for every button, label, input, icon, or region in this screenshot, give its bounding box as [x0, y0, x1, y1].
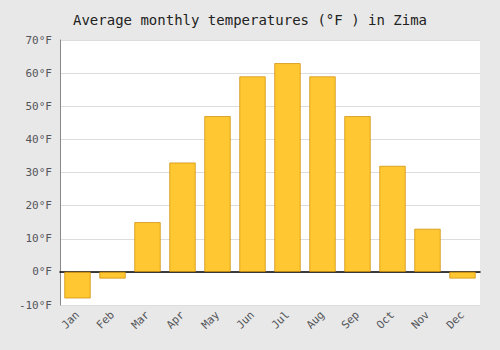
- svg-text:Mar: Mar: [129, 308, 152, 331]
- svg-text:Average monthly temperatures (: Average monthly temperatures (°F ) in Zi…: [73, 12, 427, 28]
- svg-text:Sep: Sep: [339, 308, 362, 331]
- svg-text:10°F: 10°F: [26, 232, 53, 245]
- svg-text:0°F: 0°F: [32, 265, 52, 278]
- svg-text:50°F: 50°F: [26, 100, 53, 113]
- svg-text:Dec: Dec: [444, 308, 467, 331]
- svg-text:Aug: Aug: [304, 308, 327, 331]
- svg-text:-10°F: -10°F: [19, 299, 52, 312]
- svg-text:70°F: 70°F: [26, 34, 53, 47]
- svg-text:Jun: Jun: [234, 308, 257, 331]
- svg-text:20°F: 20°F: [26, 199, 53, 212]
- svg-text:Oct: Oct: [374, 308, 397, 331]
- svg-text:Jan: Jan: [59, 308, 82, 331]
- svg-text:Apr: Apr: [164, 308, 187, 331]
- svg-text:40°F: 40°F: [26, 133, 53, 146]
- svg-text:60°F: 60°F: [26, 67, 53, 80]
- svg-text:May: May: [199, 308, 222, 331]
- svg-text:Feb: Feb: [94, 308, 117, 331]
- svg-text:30°F: 30°F: [26, 166, 53, 179]
- svg-text:Jul: Jul: [269, 308, 292, 331]
- svg-text:Nov: Nov: [409, 308, 432, 331]
